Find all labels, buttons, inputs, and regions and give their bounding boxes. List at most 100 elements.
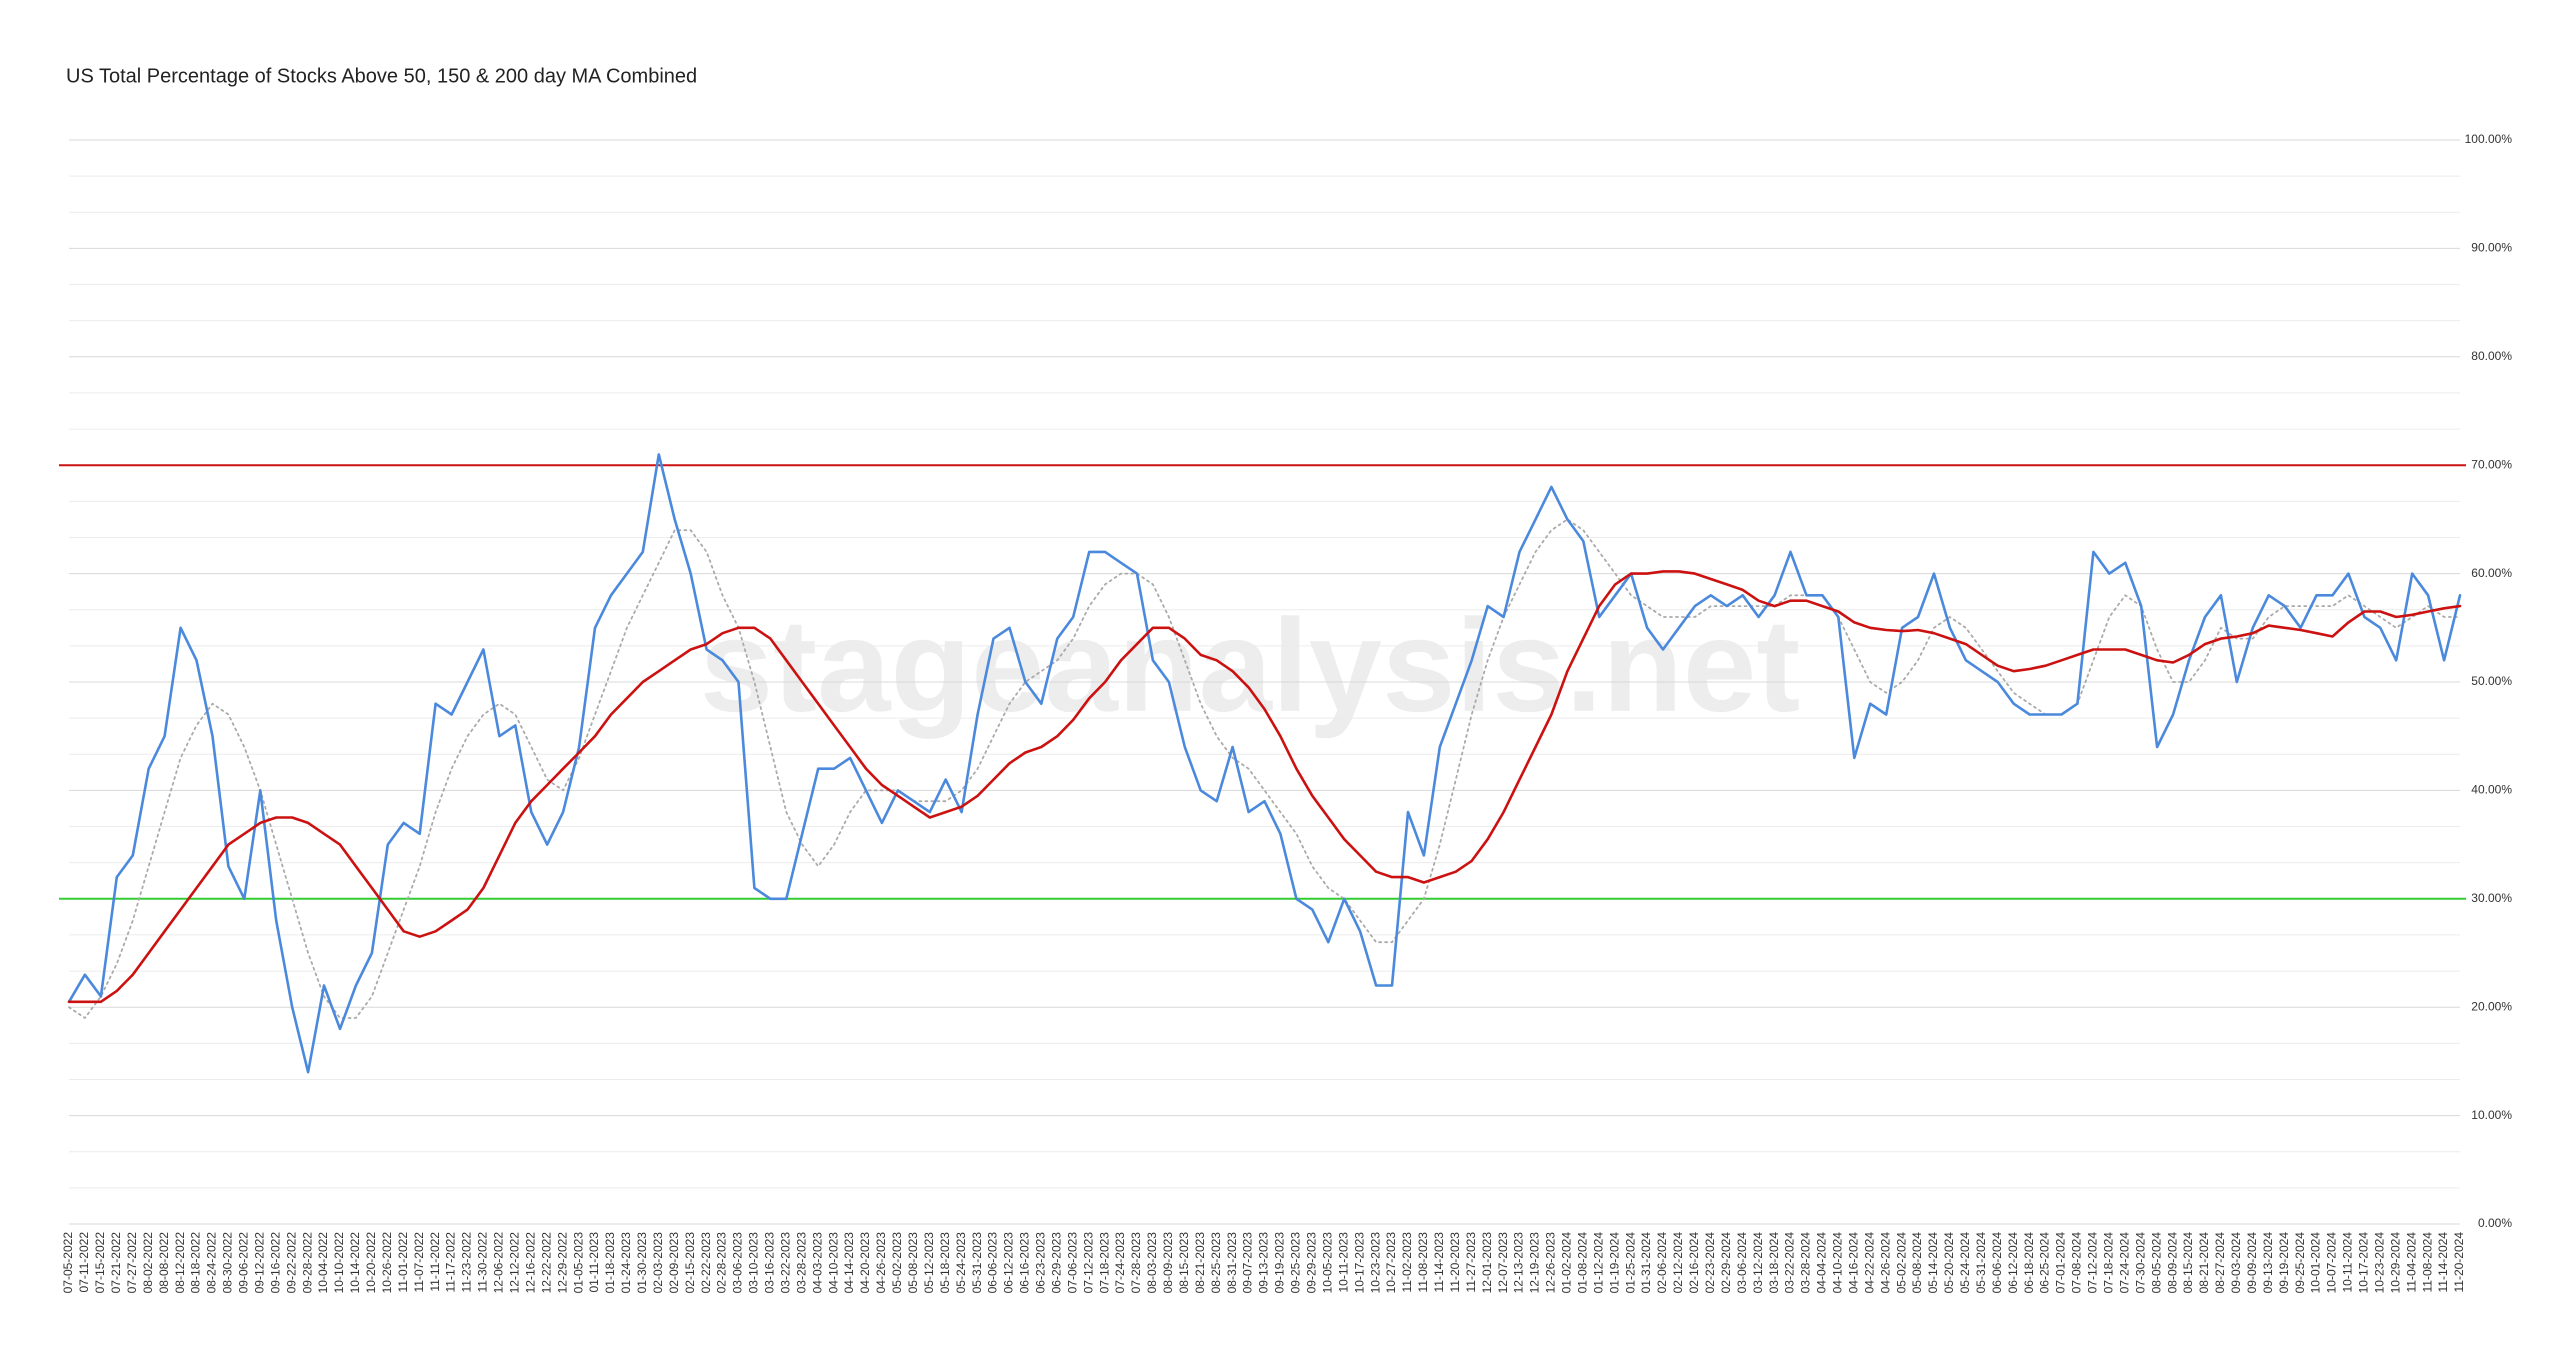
x-tick-label: 04-26-2024 [1878,1232,1892,1294]
x-tick-label: 11-11-2022 [428,1232,442,1292]
x-tick-label: 07-12-2023 [1081,1232,1095,1294]
x-tick-label: 11-14-2024 [2436,1232,2450,1293]
x-tick-label: 01-19-2024 [1607,1232,1621,1294]
x-tick-label: 09-12-2022 [252,1232,266,1294]
x-tick-label: 03-18-2024 [1767,1232,1781,1294]
x-tick-label: 10-17-2023 [1352,1232,1366,1294]
x-tick-label: 03-22-2024 [1783,1232,1797,1294]
x-tick-label: 08-25-2023 [1209,1232,1223,1294]
x-tick-label: 05-02-2023 [890,1232,904,1294]
y-tick-label: 90.00% [2471,241,2512,255]
x-tick-label: 09-13-2023 [1257,1232,1271,1294]
x-tick-label: 12-13-2023 [1512,1232,1526,1294]
x-tick-label: 04-26-2023 [874,1232,888,1294]
x-tick-label: 04-14-2023 [842,1232,856,1294]
y-tick-label: 100.00% [2465,132,2513,146]
x-tick-label: 08-18-2022 [189,1232,203,1294]
x-tick-label: 05-31-2024 [1974,1232,1988,1294]
x-tick-label: 10-11-2023 [1336,1232,1350,1293]
x-tick-label: 10-29-2024 [2388,1232,2402,1294]
x-tick-label: 12-29-2022 [555,1232,569,1294]
x-tick-label: 09-19-2024 [2277,1232,2291,1294]
x-tick-label: 06-12-2024 [2006,1232,2020,1294]
x-tick-label: 08-03-2023 [1145,1232,1159,1294]
x-tick-label: 07-28-2023 [1129,1232,1143,1294]
y-tick-label: 10.00% [2471,1108,2512,1122]
y-tick-label: 70.00% [2471,457,2512,471]
x-tick-label: 05-12-2023 [922,1232,936,1294]
x-tick-label: 09-29-2023 [1304,1232,1318,1294]
x-tick-label: 05-24-2023 [954,1232,968,1294]
x-tick-label: 10-11-2024 [2341,1232,2355,1293]
x-tick-label: 09-22-2022 [284,1232,298,1294]
x-tick-label: 08-31-2023 [1225,1232,1239,1294]
x-tick-label: 10-23-2023 [1368,1232,1382,1294]
y-tick-label: 80.00% [2471,349,2512,363]
x-tick-label: 02-16-2024 [1687,1232,1701,1294]
y-tick-label: 30.00% [2471,891,2512,905]
x-tick-label: 12-22-2022 [539,1232,553,1294]
x-tick-label: 05-20-2024 [1942,1232,1956,1294]
x-tick-label: 04-16-2024 [1846,1232,1860,1294]
x-tick-label: 08-15-2023 [1177,1232,1191,1294]
x-tick-label: 02-15-2023 [683,1232,697,1294]
x-tick-label: 11-17-2022 [444,1232,458,1293]
x-tick-label: 06-06-2023 [986,1232,1000,1294]
x-tick-label: 05-02-2024 [1894,1232,1908,1294]
x-tick-label: 09-13-2024 [2261,1232,2275,1294]
x-tick-label: 02-06-2024 [1655,1232,1669,1294]
x-tick-label: 09-03-2024 [2229,1232,2243,1294]
x-tick-label: 07-24-2023 [1113,1232,1127,1294]
y-tick-label: 40.00% [2471,783,2512,797]
x-tick-label: 07-30-2024 [2133,1232,2147,1294]
y-tick-label: 20.00% [2471,999,2512,1013]
x-tick-label: 06-12-2023 [1002,1232,1016,1294]
x-tick-label: 03-22-2023 [778,1232,792,1294]
x-tick-label: 02-12-2024 [1671,1232,1685,1294]
x-tick-label: 11-20-2024 [2452,1232,2466,1293]
x-tick-label: 12-26-2023 [1544,1232,1558,1294]
x-tick-label: 08-02-2022 [141,1232,155,1294]
x-tick-label: 03-10-2023 [747,1232,761,1294]
x-tick-label: 07-15-2022 [93,1232,107,1294]
x-tick-label: 07-08-2024 [2070,1232,2084,1294]
x-tick-label: 07-24-2024 [2117,1232,2131,1294]
x-tick-label: 08-30-2022 [221,1232,235,1294]
x-tick-label: 01-31-2024 [1639,1232,1653,1294]
x-tick-label: 01-24-2023 [619,1232,633,1294]
x-tick-label: 10-05-2023 [1320,1232,1334,1294]
x-tick-label: 11-02-2023 [1400,1232,1414,1293]
x-tick-label: 01-18-2023 [603,1232,617,1294]
x-tick-label: 04-20-2023 [858,1232,872,1294]
x-tick-label: 11-01-2022 [396,1232,410,1293]
x-tick-label: 08-12-2022 [173,1232,187,1294]
x-tick-label: 06-18-2024 [2022,1232,2036,1294]
x-tick-label: 11-07-2022 [412,1232,426,1293]
x-tick-label: 09-25-2024 [2293,1232,2307,1294]
x-tick-label: 06-16-2023 [1018,1232,1032,1294]
x-tick-label: 09-25-2023 [1289,1232,1303,1294]
series-line [67,570,2462,1004]
x-tick-label: 09-07-2023 [1241,1232,1255,1294]
x-tick-label: 05-08-2024 [1910,1232,1924,1294]
x-tick-label: 12-16-2022 [523,1232,537,1294]
x-tick-label: 10-07-2024 [2325,1232,2339,1294]
x-tick-label: 02-29-2024 [1719,1232,1733,1294]
x-tick-label: 03-12-2024 [1751,1232,1765,1294]
x-tick-label: 07-01-2024 [2054,1232,2068,1294]
x-tick-label: 01-30-2023 [635,1232,649,1294]
x-tick-label: 08-27-2024 [2213,1232,2227,1294]
x-tick-label: 11-23-2022 [460,1232,474,1293]
x-tick-label: 08-21-2024 [2197,1232,2211,1294]
x-tick-label: 11-04-2024 [2404,1232,2418,1293]
x-tick-label: 09-09-2024 [2245,1232,2259,1294]
x-tick-label: 08-05-2024 [2149,1232,2163,1294]
x-tick-label: 12-19-2023 [1528,1232,1542,1294]
x-tick-label: 01-12-2024 [1591,1232,1605,1294]
x-tick-label: 10-01-2024 [2309,1232,2323,1294]
x-tick-label: 12-06-2022 [492,1232,506,1294]
x-tick-label: 06-23-2023 [1034,1232,1048,1294]
x-tick-label: 02-23-2024 [1703,1232,1717,1294]
